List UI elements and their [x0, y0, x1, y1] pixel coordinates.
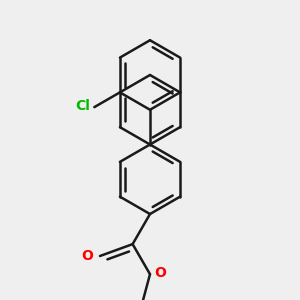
Text: Cl: Cl [75, 99, 90, 113]
Text: O: O [154, 266, 166, 280]
Text: O: O [82, 249, 93, 263]
